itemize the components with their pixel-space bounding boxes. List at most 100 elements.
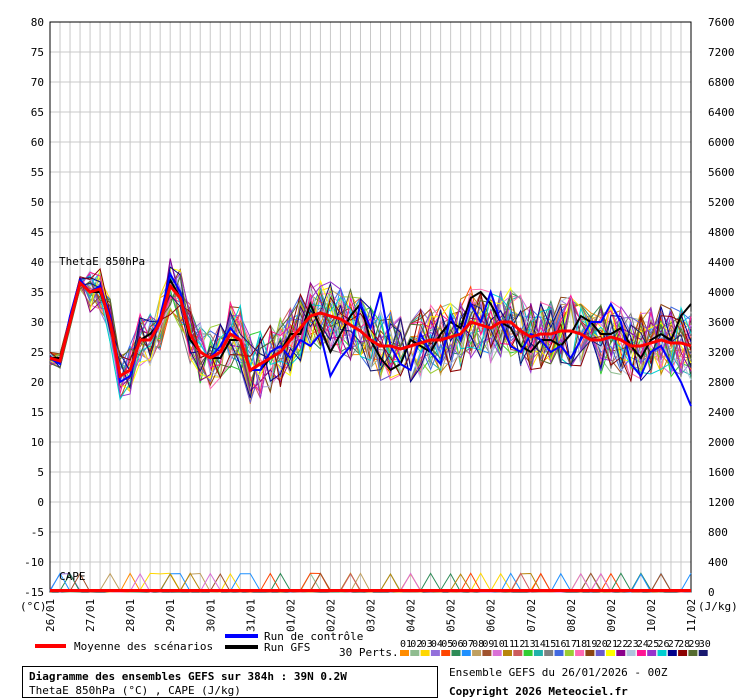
perturbation-legend-label: 10 bbox=[493, 639, 505, 650]
right-tick-label: 2000 bbox=[708, 436, 735, 449]
left-tick-label: -5 bbox=[31, 526, 44, 539]
x-axis: 26/01 27/01 28/01 29/01 30/01 31/01 01/02 02/02… bbox=[44, 599, 698, 632]
footer-subtitle: ThetaE 850hPa (°C) , CAPE (J/kg) bbox=[29, 684, 241, 697]
perturbation-legend-label: 09 bbox=[482, 639, 494, 650]
perturbation-legend-swatch bbox=[410, 650, 420, 656]
left-tick-label: 15 bbox=[31, 406, 44, 419]
perturbation-legend-label: 04 bbox=[431, 639, 443, 650]
right-axis-unit: (J/kg) bbox=[698, 600, 738, 613]
perturbation-legend-label: 20 bbox=[596, 639, 608, 650]
x-date-label: 05/02 bbox=[445, 599, 458, 632]
perturbation-legend-label: 13 bbox=[524, 639, 536, 650]
ensemble-chart: 80757065605550454035302520151050-5-10-15… bbox=[20, 16, 738, 659]
right-tick-label: 4400 bbox=[708, 256, 735, 269]
right-tick-label: 6400 bbox=[708, 106, 735, 119]
right-tick-label: 0 bbox=[708, 586, 715, 599]
perturbation-legend-label: 18 bbox=[575, 639, 587, 650]
perturbation-legend-swatch bbox=[451, 650, 461, 656]
perturbation-legend-label: 25 bbox=[647, 639, 659, 650]
perturbation-legend-label: 16 bbox=[555, 639, 567, 650]
x-date-label: 10/02 bbox=[645, 599, 658, 632]
right-tick-label: 3200 bbox=[708, 346, 735, 359]
left-tick-label: 35 bbox=[31, 286, 44, 299]
perturbation-legend-label: 19 bbox=[585, 639, 597, 650]
cape-series-label: CAPE bbox=[59, 570, 86, 583]
perturbation-legend-swatch bbox=[420, 650, 430, 656]
theta-series-label: ThetaE 850hPa bbox=[59, 255, 145, 268]
left-tick-label: 45 bbox=[31, 226, 44, 239]
right-tick-label: 7200 bbox=[708, 46, 735, 59]
perturbation-legend: 0102030405060708091011121314151617181920… bbox=[400, 639, 711, 656]
perturbation-legend-label: 22 bbox=[616, 639, 628, 650]
perturbation-legend-swatch bbox=[585, 650, 595, 656]
right-axis: 7600720068006400600056005200480044004000… bbox=[708, 16, 735, 599]
x-date-label: 31/01 bbox=[244, 599, 257, 632]
left-tick-label: 60 bbox=[31, 136, 44, 149]
left-tick-label: 20 bbox=[31, 376, 44, 389]
perturbation-legend-label: 06 bbox=[452, 639, 464, 650]
footer-title-box: Diagramme des ensembles GEFS sur 384h : … bbox=[22, 666, 438, 698]
left-tick-label: 30 bbox=[31, 316, 44, 329]
x-date-label: 02/02 bbox=[324, 599, 337, 632]
right-tick-label: 3600 bbox=[708, 316, 735, 329]
perturbation-legend-label: 01 bbox=[400, 639, 412, 650]
x-date-label: 07/02 bbox=[525, 599, 538, 632]
cape-lines bbox=[49, 572, 692, 593]
perturbation-legend-label: 26 bbox=[658, 639, 670, 650]
x-date-label: 09/02 bbox=[605, 599, 618, 632]
x-date-label: 11/02 bbox=[685, 599, 698, 632]
left-tick-label: 5 bbox=[37, 466, 44, 479]
perturbation-legend-swatch bbox=[430, 650, 440, 656]
perturbation-legend-swatch bbox=[472, 650, 482, 656]
right-tick-label: 4000 bbox=[708, 286, 735, 299]
legend-gfs-label: Run GFS bbox=[264, 641, 310, 654]
mean-line bbox=[49, 280, 692, 379]
perturbation-legend-swatch bbox=[626, 650, 636, 656]
perturbation-legend-swatch bbox=[595, 650, 605, 656]
perturbation-legend-label: 30 bbox=[699, 639, 711, 650]
ensemble-run-label: Ensemble GEFS du 26/01/2026 - 00Z bbox=[449, 666, 668, 679]
perturbation-legend-label: 03 bbox=[421, 639, 433, 650]
left-axis-unit: (°C) bbox=[20, 600, 47, 613]
legend-control-label: Run de contrôle bbox=[264, 630, 363, 643]
right-tick-label: 6000 bbox=[708, 136, 735, 149]
perturbation-legend-label: 14 bbox=[534, 639, 546, 650]
left-tick-label: 25 bbox=[31, 346, 44, 359]
perturbation-legend-label: 15 bbox=[544, 639, 556, 650]
x-date-label: 04/02 bbox=[405, 599, 418, 632]
perturbation-legend-swatch bbox=[482, 650, 492, 656]
perturbation-legend-swatch bbox=[554, 650, 564, 656]
perturbation-legend-swatch bbox=[606, 650, 615, 656]
perturbation-legend-label: 07 bbox=[462, 639, 474, 650]
right-tick-label: 400 bbox=[708, 556, 728, 569]
right-tick-label: 5600 bbox=[708, 166, 735, 179]
x-date-label: 30/01 bbox=[204, 599, 217, 632]
right-tick-label: 2400 bbox=[708, 406, 735, 419]
x-date-label: 01/02 bbox=[284, 599, 297, 632]
right-tick-label: 800 bbox=[708, 526, 728, 539]
right-tick-label: 1200 bbox=[708, 496, 735, 509]
perturbation-legend-swatch bbox=[492, 650, 502, 656]
left-tick-label: 0 bbox=[37, 496, 44, 509]
left-tick-label: 50 bbox=[31, 196, 44, 209]
left-tick-label: 65 bbox=[31, 106, 44, 119]
perturbation-legend-label: 05 bbox=[441, 639, 453, 650]
x-date-label: 28/01 bbox=[124, 599, 137, 632]
perturbation-legend-swatch bbox=[616, 650, 626, 656]
perturbation-legend-swatch bbox=[678, 650, 688, 656]
perturbation-legend-swatch bbox=[688, 650, 698, 656]
left-tick-label: 40 bbox=[31, 256, 44, 269]
left-tick-label: 80 bbox=[31, 16, 44, 29]
footer-title: Diagramme des ensembles GEFS sur 384h : … bbox=[29, 670, 347, 683]
legend-perts-label: 30 Perts. bbox=[339, 646, 399, 659]
perturbation-legend-swatch bbox=[657, 650, 667, 656]
x-date-label: 29/01 bbox=[164, 599, 177, 632]
perturbation-legend-swatch bbox=[575, 650, 585, 656]
legend-mean-label: Moyenne des scénarios bbox=[74, 640, 213, 653]
perturbation-legend-label: 23 bbox=[627, 639, 639, 650]
right-tick-label: 7600 bbox=[708, 16, 735, 29]
x-date-label: 26/01 bbox=[44, 599, 57, 632]
perturbation-legend-swatch bbox=[667, 650, 677, 656]
perturbation-legend-label: 28 bbox=[678, 639, 690, 650]
